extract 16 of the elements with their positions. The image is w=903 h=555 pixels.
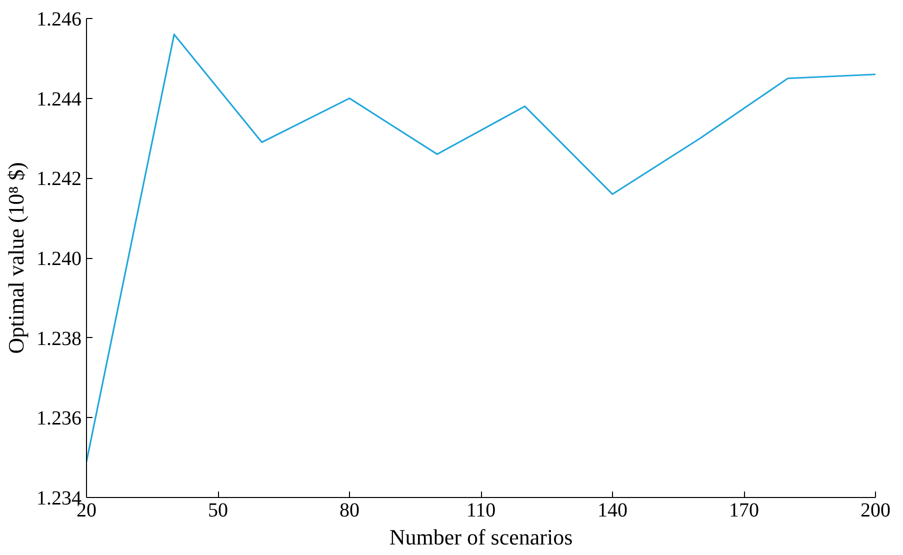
- x-tick-label: 140: [598, 500, 628, 522]
- y-tick-label: 1.236: [36, 408, 82, 430]
- line-series: [86, 34, 876, 462]
- x-tick-label: 200: [860, 500, 890, 522]
- y-axis-title: Optimal value (10⁸ $): [4, 162, 28, 354]
- y-tick-label: 1.246: [36, 8, 82, 30]
- x-tick-label: 170: [729, 500, 759, 522]
- x-axis-title: Number of scenarios: [389, 524, 573, 550]
- y-tick-label: 1.244: [36, 88, 82, 110]
- x-tick-label: 50: [208, 500, 228, 522]
- x-tick-label: 110: [466, 500, 496, 522]
- y-tick-label: 1.238: [36, 328, 82, 350]
- x-tick-label: 80: [340, 500, 360, 522]
- y-tick-label: 1.234: [36, 488, 82, 510]
- y-tick-label: 1.240: [36, 248, 82, 270]
- y-tick-label: 1.242: [36, 168, 82, 190]
